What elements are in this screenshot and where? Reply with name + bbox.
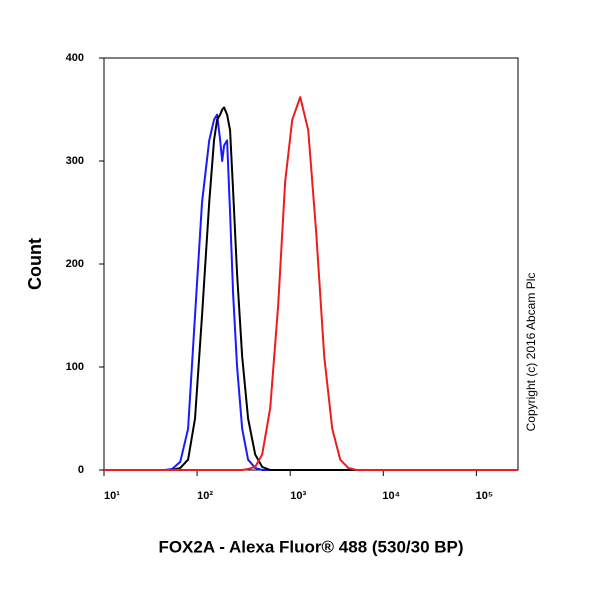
x-tick-label: 10² xyxy=(197,490,213,502)
histogram-line xyxy=(104,96,518,471)
x-tick-label: 10³ xyxy=(290,490,306,502)
y-tick-label: 400 xyxy=(66,52,84,64)
x-tick-label: 10⁵ xyxy=(476,490,493,502)
y-tick-label: 200 xyxy=(66,258,84,270)
y-tick-label: 0 xyxy=(78,464,84,476)
x-axis-label: FOX2A - Alexa Fluor® 488 (530/30 BP) xyxy=(158,537,463,556)
copyright: Copyright (c) 2016 Abcam Plc xyxy=(524,273,538,432)
plot-frame xyxy=(103,57,519,471)
y-tick-label: 300 xyxy=(66,155,84,167)
x-tick-label: 10⁴ xyxy=(382,490,400,502)
y-axis-label: Count xyxy=(25,238,45,290)
y-tick-label: 100 xyxy=(66,361,84,373)
x-tick-label: 10¹ xyxy=(104,490,120,502)
histogram-line xyxy=(104,106,518,471)
